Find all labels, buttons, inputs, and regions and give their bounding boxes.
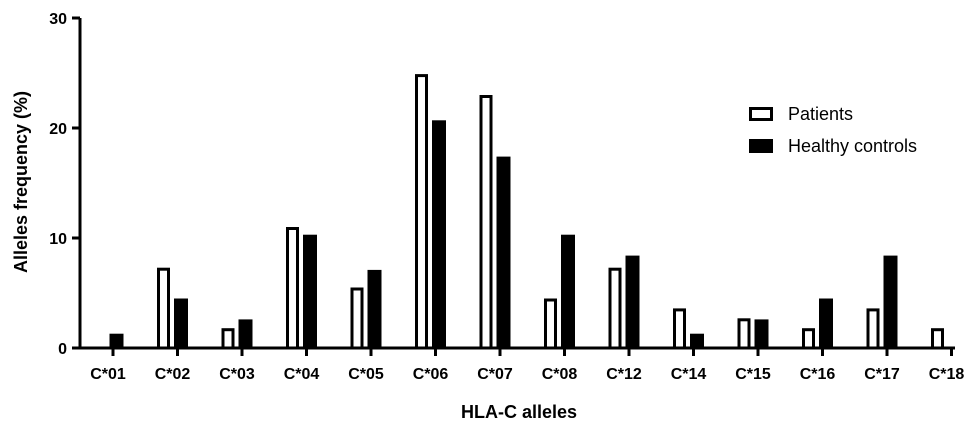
x-tick-label: C*15 (735, 366, 771, 383)
x-tick-label: C*08 (542, 366, 578, 383)
bar-patients (157, 267, 170, 350)
y-axis-title: Alleles frequency (%) (11, 91, 31, 273)
bar-patients (415, 74, 428, 350)
ticks-layer: 0 10 20 30 C*01 C*02 C*03 C*04 C*05 C*06 C*07 C*08 C… (49, 11, 964, 383)
y-tick-label: 20 (49, 121, 67, 138)
bar-patients (802, 328, 815, 350)
bar-patients (737, 318, 751, 350)
bar-patients (544, 298, 557, 350)
bar-patients (221, 328, 235, 350)
bar-healthy-controls (238, 319, 253, 348)
bar-patients (931, 328, 944, 350)
bar-patients (866, 308, 880, 350)
bar-healthy-controls (432, 120, 446, 348)
legend-swatch (749, 107, 773, 121)
legend-swatch (749, 139, 773, 153)
x-tick-label: C*12 (606, 366, 642, 383)
bar-healthy-controls (174, 298, 188, 348)
bar-healthy-controls (883, 255, 898, 348)
legend-label: Healthy controls (788, 136, 917, 156)
x-tick-label: C*17 (864, 366, 900, 383)
x-tick-label: C*04 (284, 366, 320, 383)
x-tick-label: C*16 (800, 366, 836, 383)
bar-patients (286, 227, 299, 350)
x-tick-label: C*05 (348, 366, 384, 383)
y-tick-label: 30 (49, 11, 67, 28)
bar-healthy-controls (496, 156, 511, 348)
x-tick-label: C*03 (219, 366, 255, 383)
bar-healthy-controls (819, 298, 833, 348)
legend-label: Patients (788, 104, 853, 124)
x-tick-label: C*02 (155, 366, 191, 383)
bar-patients (608, 267, 622, 350)
bar-healthy-controls (754, 319, 769, 348)
bar-healthy-controls (109, 333, 124, 348)
bars-layer (109, 74, 944, 350)
x-tick-label: C*14 (671, 366, 707, 383)
y-tick-label: 0 (58, 341, 67, 358)
bar-healthy-controls (561, 234, 575, 348)
x-tick-label: C*18 (929, 366, 965, 383)
y-tick-label: 10 (49, 231, 67, 248)
bar-patients (479, 95, 493, 350)
bar-healthy-controls (367, 269, 382, 348)
bar-patients (350, 287, 364, 350)
bar-healthy-controls (690, 333, 704, 348)
x-tick-label: C*06 (413, 366, 449, 383)
x-tick-label: C*07 (477, 366, 513, 383)
bar-healthy-controls (303, 234, 317, 348)
x-axis-title: HLA-C alleles (461, 402, 577, 422)
legend: Patients Healthy controls (749, 104, 917, 156)
x-tick-label: C*01 (90, 366, 126, 383)
axes-layer (78, 18, 955, 350)
bar-patients (673, 308, 686, 350)
bar-healthy-controls (625, 255, 640, 348)
